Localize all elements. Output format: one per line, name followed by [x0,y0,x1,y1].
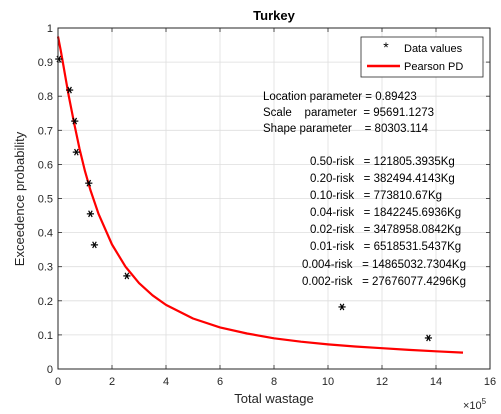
pearson-curve-layer [56,36,464,354]
parameter-annotations: Location parameter = 0.89423 Scale param… [263,91,434,135]
data-points-layer [55,55,433,342]
x-tick-label: 2 [109,376,115,388]
x-tick-label: 10 [322,376,334,388]
x-axis-multiplier: ×105 [463,397,487,412]
x-axis-label: Total wastage [234,391,314,406]
y-tick-label: 0.1 [38,330,53,342]
y-tick-label: 0.7 [38,125,53,137]
x-tick-label: 0 [55,376,61,388]
x-tick-label: 16 [484,376,496,388]
risk-0004-text: 0.004-risk = 14865032.7304Kg [302,259,466,271]
y-tick-label: 1 [47,23,53,35]
data-point [123,272,131,280]
scale-parameter-text: Scale parameter = 95691.1273 [263,107,434,119]
location-parameter-text: Location parameter = 0.89423 [263,91,417,103]
risk-004-text: 0.04-risk = 1842245.6936Kg [310,207,461,219]
x-tick-label: 12 [376,376,388,388]
x-tick-label: 6 [217,376,223,388]
chart-title: Turkey [253,8,295,23]
y-tick-label: 0 [47,364,53,376]
x-tick-label: 14 [430,376,442,388]
x-tick-label: 4 [163,376,169,388]
y-tick-label: 0.5 [38,194,53,206]
y-axis-label: Exceedence probability [12,131,27,266]
risk-001-text: 0.01-risk = 6518531.5437Kg [310,241,461,253]
legend-marker-icon: * [383,39,389,55]
y-tick-label: 0.4 [38,228,53,240]
risk-010-text: 0.10-risk = 773810.67Kg [310,190,442,202]
legend-box [360,36,484,78]
risk-0002-text: 0.002-risk = 27676077.4296Kg [302,276,466,288]
risk-020-text: 0.20-risk = 382494.4143Kg [310,173,455,185]
data-point [86,210,94,218]
y-tick-label: 0.9 [38,57,53,69]
y-tick-label: 0.3 [38,262,53,274]
data-point [338,303,346,311]
risk-050-text: 0.50-risk = 121805.3935Kg [310,156,455,168]
data-point [85,179,93,187]
risk-002-text: 0.02-risk = 3478958.0842Kg [310,224,461,236]
legend-data-values: Data values [404,43,463,55]
risk-annotations: 0.50-risk = 121805.3935Kg 0.20-risk = 38… [302,156,466,288]
y-tick-label: 0.6 [38,159,53,171]
shape-parameter-text: Shape parameter = 80303.114 [263,123,429,135]
legend-pearson-pd: Pearson PD [404,61,463,73]
data-point [90,241,99,249]
x-tick-label: 8 [271,376,277,388]
data-point [71,117,79,125]
y-tick-label: 0.8 [38,91,53,103]
data-point [424,334,433,342]
y-tick-label: 0.2 [38,296,53,308]
pearson-pd-curve [56,36,464,354]
data-point [72,148,80,156]
legend: * Data values Pearson PD [360,36,484,78]
data-point [66,86,74,94]
ticks: 0 2 4 6 8 10 12 14 16 0 0.1 0.2 0.3 0.4 0.5 0.6 0.7 0.8 0.… [38,23,496,388]
